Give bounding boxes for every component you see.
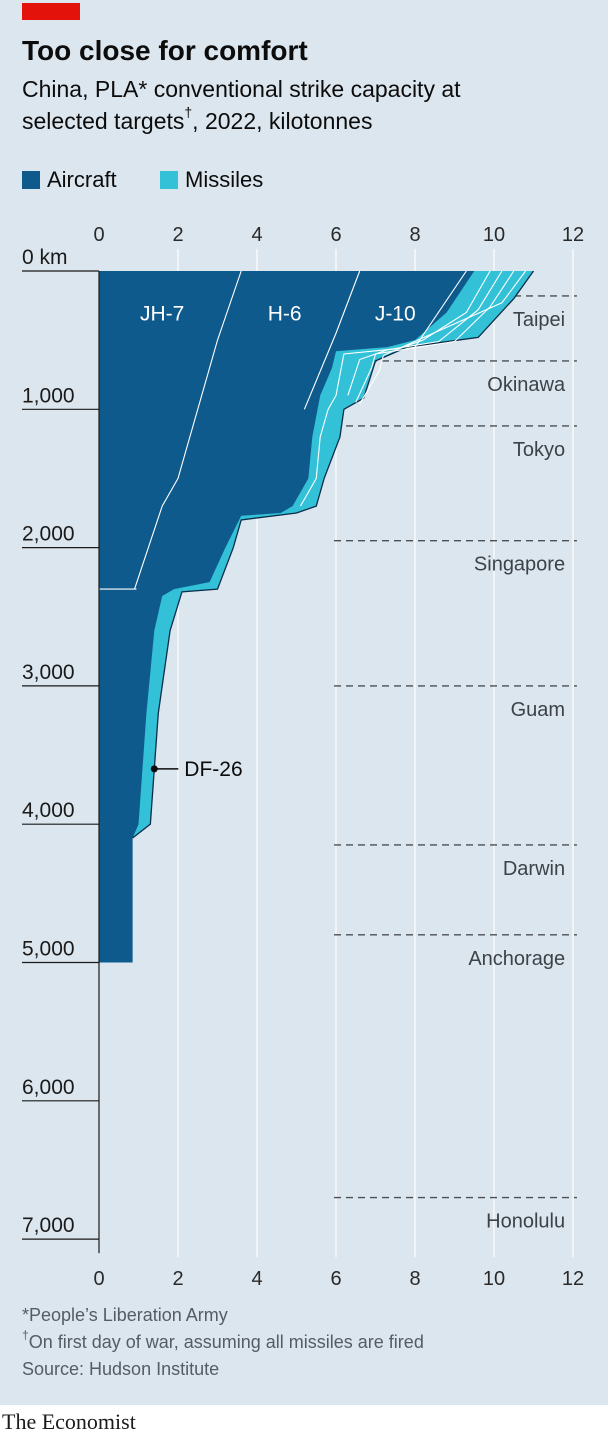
aircraft-area: [99, 271, 475, 963]
footnote-source: Source: Hudson Institute: [22, 1359, 220, 1379]
y-tick-label: 2,000: [22, 523, 75, 546]
target-label: Anchorage: [468, 948, 565, 970]
y-tick-label: 6,000: [22, 1076, 75, 1099]
legend-item-missiles: Missiles: [160, 167, 263, 193]
aircraft-series-line: [414, 270, 467, 348]
footnote-first-day-text: On first day of war, assuming all missil…: [28, 1332, 424, 1352]
x-tick-label-bottom: 2: [172, 1268, 183, 1290]
x-tick-label-top: 8: [409, 224, 420, 246]
subtitle-dagger: †: [184, 104, 193, 120]
x-tick-label-top: 2: [172, 224, 183, 246]
brand-red-bar: [22, 3, 80, 20]
chart-title: Too close for comfort: [22, 35, 308, 66]
missile-series-line: [347, 270, 503, 396]
x-tick-label-top: 10: [483, 224, 505, 246]
x-tick-label-top: 12: [562, 224, 584, 246]
x-tick-label-top: 0: [93, 224, 104, 246]
y-tick-label: 3,000: [22, 661, 75, 684]
y-tick-label: 0 km: [22, 246, 68, 269]
footnote-pla: *People’s Liberation Army: [22, 1305, 228, 1325]
aircraft-series-line: [134, 270, 242, 590]
missiles-outline: [132, 270, 535, 839]
footnote-dagger: †: [22, 1328, 29, 1342]
x-tick-label-bottom: 0: [93, 1268, 104, 1290]
target-label: Darwin: [503, 858, 565, 880]
y-tick-label: 7,000: [22, 1214, 75, 1237]
aircraft-label-j-10: J-10: [375, 302, 416, 325]
y-tick-label: 1,000: [22, 384, 75, 407]
x-tick-label-bottom: 12: [562, 1268, 584, 1290]
footnotes: *People’s Liberation Army †On first day …: [22, 1302, 424, 1383]
subtitle-line2b: , 2022, kilotonnes: [192, 108, 373, 134]
x-tick-label-bottom: 10: [483, 1268, 505, 1290]
legend-label-missiles: Missiles: [185, 167, 264, 192]
x-tick-label-top: 4: [251, 224, 262, 246]
strike-capacity-chart: 0 0 2 2 4 4 6 6 8 8 10 10 12 12 Taipei Okinawa Tokyo Sing…: [22, 224, 584, 1290]
target-label: Singapore: [474, 554, 565, 576]
target-label: Taipei: [513, 309, 565, 331]
missile-series-line: [359, 270, 527, 405]
target-label: Tokyo: [513, 439, 565, 461]
subtitle-line1: China, PLA* conventional strike capacity…: [22, 76, 461, 102]
target-label: Okinawa: [487, 374, 566, 396]
footnote-first-day: †On first day of war, assuming all missi…: [22, 1329, 424, 1356]
target-label: Honolulu: [486, 1211, 565, 1233]
chart-panel: Too close for comfort China, PLA* conven…: [0, 0, 608, 1405]
subtitle-line2a: selected targets: [22, 108, 185, 134]
legend-swatch-missiles: [160, 171, 178, 189]
x-tick-label-bottom: 8: [409, 1268, 420, 1290]
aircraft-label-jh-7: JH-7: [140, 302, 184, 325]
x-tick-label-top: 6: [330, 224, 341, 246]
missile-series-line: [355, 270, 515, 403]
legend-label-aircraft: Aircraft: [47, 167, 117, 192]
y-tick-label: 4,000: [22, 799, 75, 822]
aircraft-label-h-6: H-6: [268, 302, 302, 325]
legend-item-aircraft: Aircraft: [22, 167, 117, 193]
x-tick-label-bottom: 6: [330, 1268, 341, 1290]
y-tick-label: 5,000: [22, 938, 75, 961]
economist-logo: The Economist: [2, 1409, 136, 1434]
df26-label: DF-26: [184, 758, 242, 781]
missile-series-line: [299, 270, 491, 507]
aircraft-series-line: [303, 270, 361, 410]
x-tick-label-bottom: 4: [251, 1268, 262, 1290]
chart-subtitle: China, PLA* conventional strike capacity…: [22, 73, 602, 137]
legend-swatch-aircraft: [22, 171, 40, 189]
target-label: Guam: [511, 699, 565, 721]
